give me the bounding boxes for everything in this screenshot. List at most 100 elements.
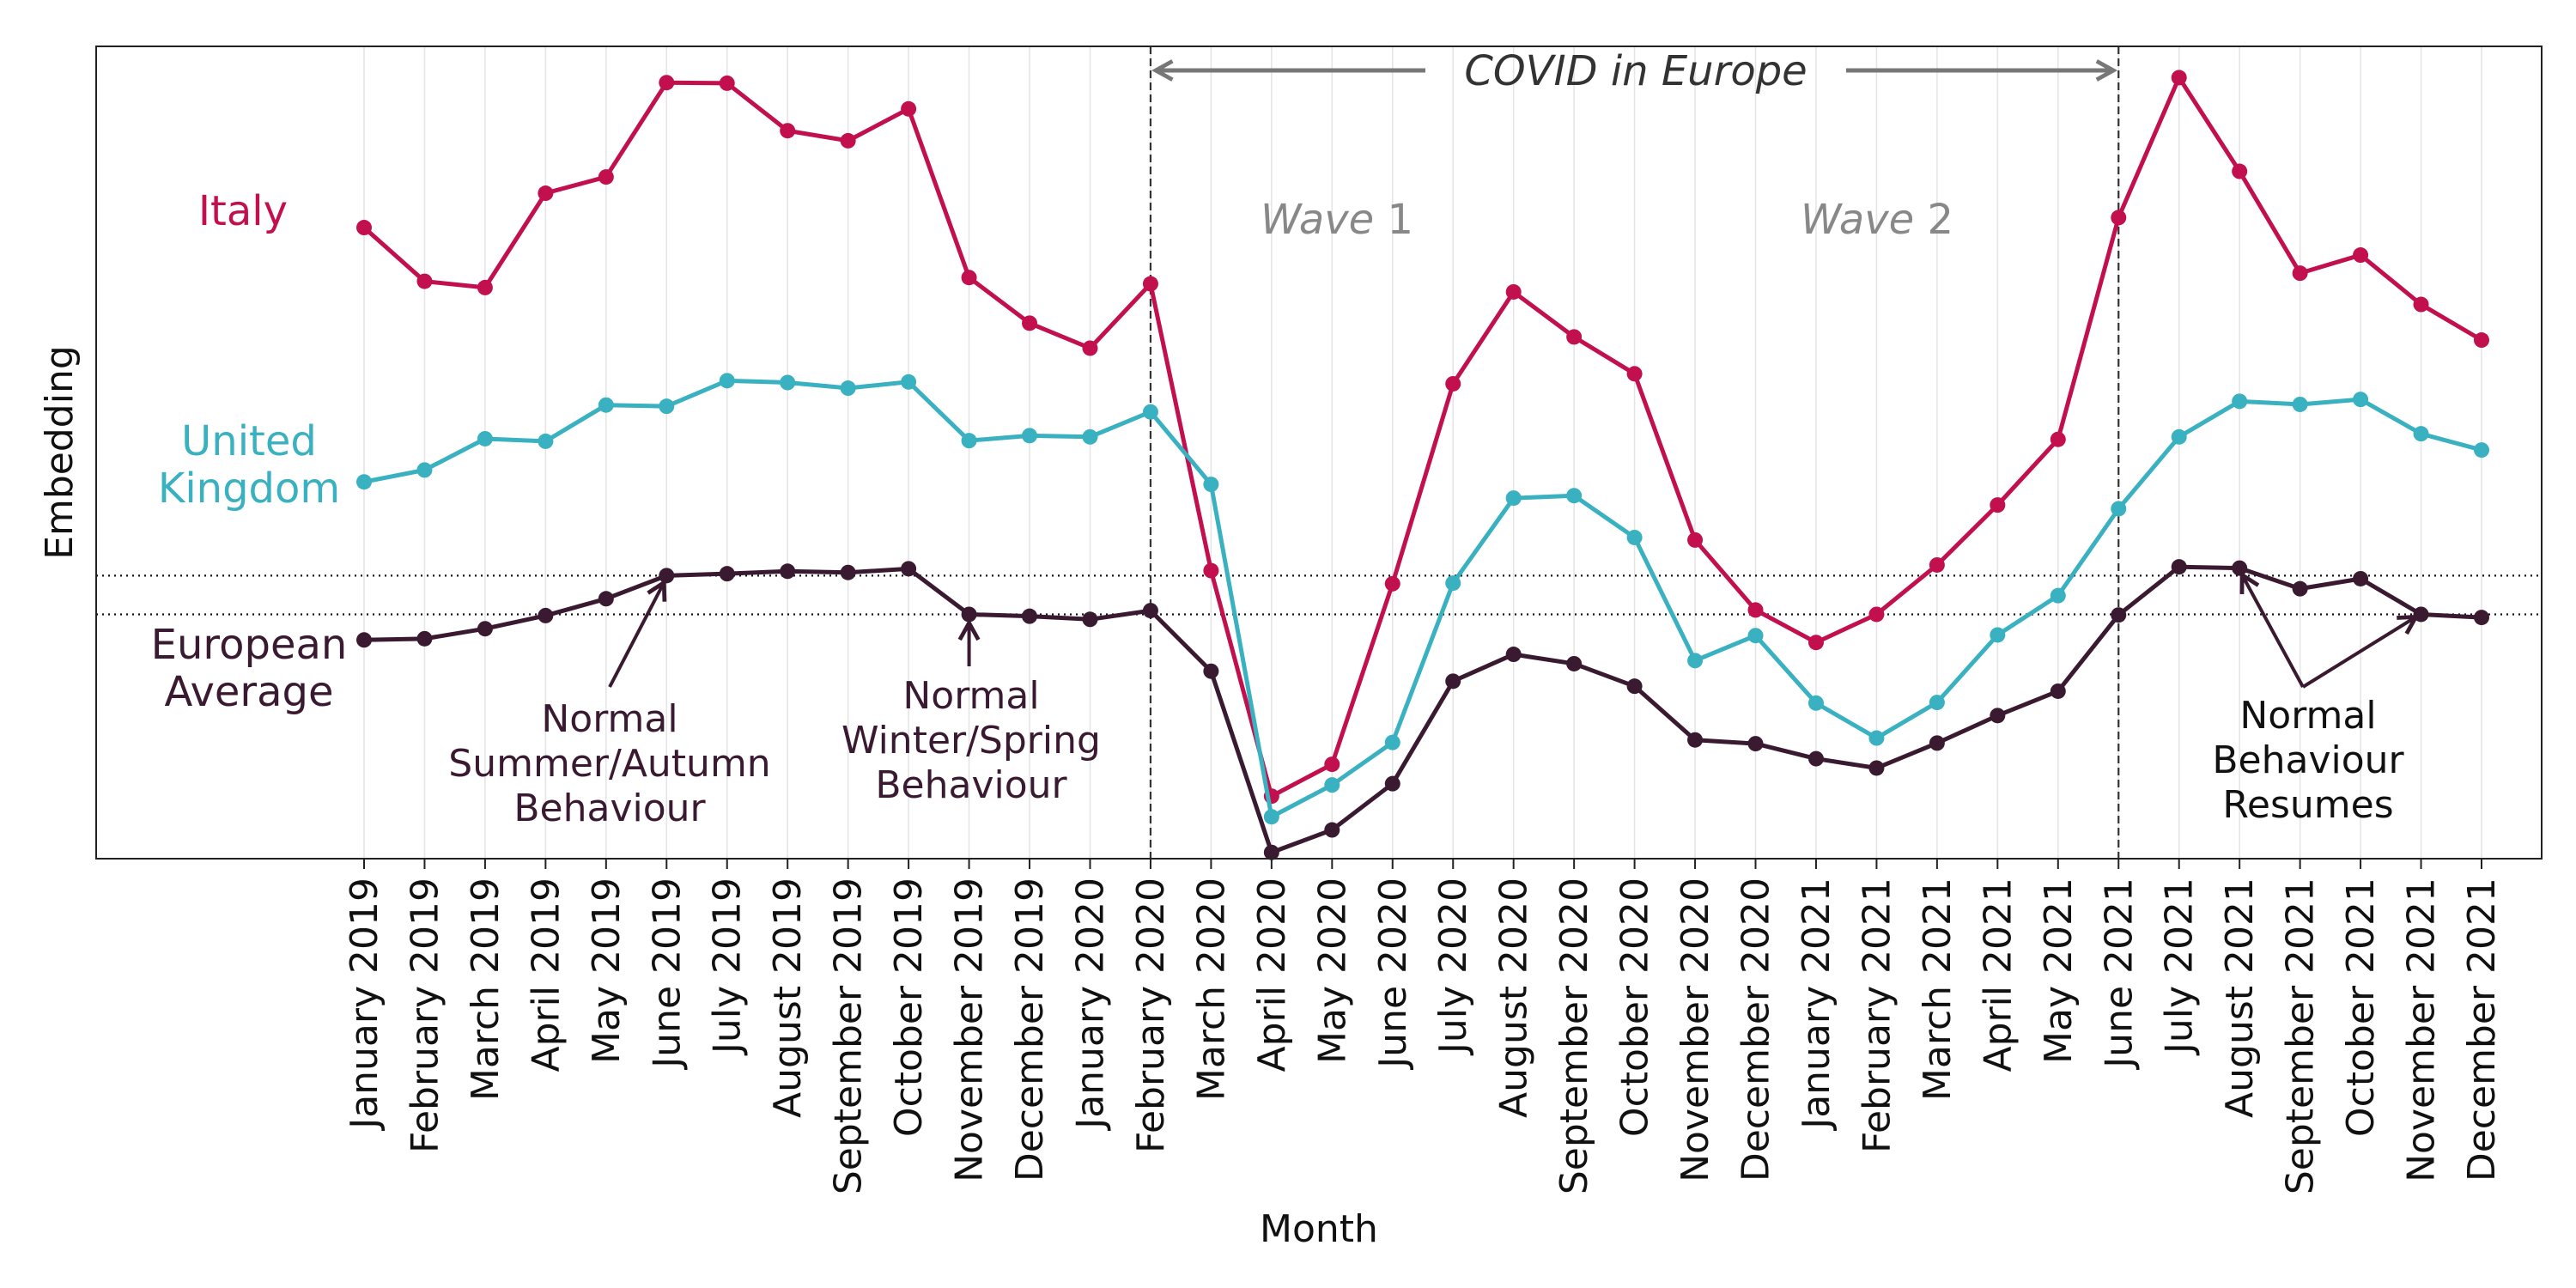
data-point xyxy=(961,606,977,623)
data-point xyxy=(2171,559,2187,575)
wave-label: Wave 1 xyxy=(1261,196,1413,244)
data-point xyxy=(416,273,433,289)
data-point xyxy=(1384,734,1400,750)
callout-resumes: Normal Behaviour Resumes xyxy=(2212,694,2404,827)
x-tick-label: November 2020 xyxy=(1674,878,1717,1182)
x-tick-label: September 2021 xyxy=(2279,878,2323,1194)
data-point xyxy=(1445,575,1461,592)
x-tick-label: March 2021 xyxy=(1916,878,1959,1101)
data-point xyxy=(1687,653,1704,669)
data-point xyxy=(1747,602,1764,618)
x-tick-label: May 2021 xyxy=(2037,878,2081,1064)
data-point xyxy=(1868,606,1885,623)
data-point xyxy=(1082,428,1098,445)
data-point xyxy=(2050,683,2066,699)
data-point xyxy=(840,564,856,580)
data-point xyxy=(1384,775,1400,792)
series-label-line: European xyxy=(151,621,348,669)
data-point xyxy=(2232,163,2248,179)
data-point xyxy=(1687,732,1704,748)
data-point xyxy=(1990,708,2006,724)
data-point xyxy=(1324,756,1340,773)
data-point xyxy=(1022,608,1038,624)
x-tick-label: June 2021 xyxy=(2097,878,2141,1071)
data-point xyxy=(416,630,433,647)
data-point xyxy=(1263,809,1279,825)
x-tick-label: February 2019 xyxy=(403,878,447,1153)
data-point xyxy=(2292,265,2308,282)
data-point xyxy=(1324,777,1340,793)
data-point xyxy=(1505,490,1522,507)
data-point xyxy=(1626,678,1643,695)
data-point xyxy=(659,75,675,91)
series-line-2 xyxy=(363,564,2482,855)
data-point xyxy=(1263,844,1279,860)
x-tick-label: October 2019 xyxy=(887,878,931,1137)
data-point xyxy=(1868,760,1885,776)
series-line-1 xyxy=(363,378,2482,819)
data-point xyxy=(1929,556,1945,573)
data-point xyxy=(2413,296,2429,313)
data-point xyxy=(1445,375,1461,392)
x-tick-label: December 2021 xyxy=(2460,878,2504,1182)
data-point xyxy=(780,374,796,391)
data-point xyxy=(961,433,977,449)
data-point xyxy=(2474,610,2489,626)
callout-line: Behaviour xyxy=(2212,738,2404,782)
callout-arrow xyxy=(608,582,664,688)
data-point xyxy=(2353,570,2369,586)
series-layer xyxy=(356,70,2489,860)
data-point xyxy=(1807,695,1824,711)
data-point xyxy=(1566,488,1583,504)
y-axis-label: Embedding xyxy=(38,345,82,560)
data-point xyxy=(1445,673,1461,690)
x-tick-label: July 2019 xyxy=(706,878,750,1056)
x-tick-label: October 2021 xyxy=(2339,878,2383,1137)
x-tick-label: April 2020 xyxy=(1250,878,1294,1072)
data-point xyxy=(2474,442,2489,459)
data-point xyxy=(477,621,493,637)
data-point xyxy=(1929,735,1945,751)
data-point xyxy=(1022,428,1038,444)
data-point xyxy=(1142,404,1158,420)
data-point xyxy=(356,474,372,490)
data-point xyxy=(901,100,917,117)
data-point xyxy=(1082,340,1098,356)
data-point xyxy=(477,279,493,295)
x-tick-label: October 2020 xyxy=(1613,878,1657,1137)
callout-line: Resumes xyxy=(2222,783,2393,827)
data-point xyxy=(2474,332,2489,349)
data-point xyxy=(2413,426,2429,442)
series-label: United Kingdom xyxy=(158,417,340,513)
callout-line: Normal xyxy=(2239,694,2376,738)
x-tick-labels: January 2019 February 2019 March 2019 April… xyxy=(343,859,2504,1194)
data-point xyxy=(1929,695,1945,711)
wave-label-number: 1 xyxy=(1387,196,1413,244)
data-point xyxy=(1747,736,1764,752)
x-tick-label: November 2019 xyxy=(948,878,992,1182)
wave-label-word: Wave xyxy=(1801,196,1927,244)
data-point xyxy=(538,607,554,623)
data-point xyxy=(1626,366,1643,382)
data-point xyxy=(719,373,735,389)
callout-arrow xyxy=(2301,617,2416,689)
x-tick-label: February 2021 xyxy=(1855,878,1899,1153)
x-tick-label: March 2020 xyxy=(1189,878,1233,1101)
data-point xyxy=(2232,393,2248,410)
data-point xyxy=(1566,655,1583,671)
x-tick-label: August 2019 xyxy=(766,878,810,1118)
data-point xyxy=(1022,315,1038,331)
x-tick-label: July 2020 xyxy=(1431,878,1475,1056)
data-point xyxy=(719,566,735,582)
data-point xyxy=(2292,580,2308,597)
callout-line: Behaviour xyxy=(513,787,706,830)
x-tick-label: May 2020 xyxy=(1310,878,1354,1064)
callout-summer-autumn: Normal Summer/Autumn Behaviour xyxy=(448,697,770,830)
data-point xyxy=(2050,587,2066,604)
data-point xyxy=(840,380,856,397)
series-label: Italy xyxy=(198,187,288,235)
x-tick-label: May 2019 xyxy=(585,878,629,1064)
x-tick-label: August 2020 xyxy=(1492,878,1536,1118)
